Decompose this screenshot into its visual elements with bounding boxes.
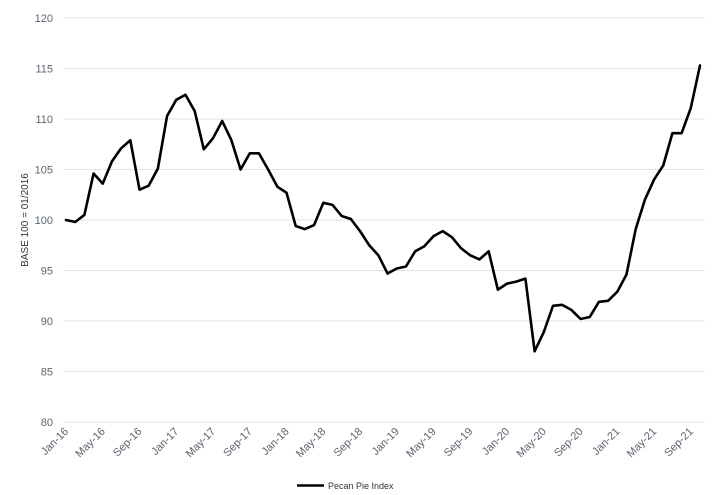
x-tick-label: Jan-18 [259,426,291,458]
x-tick-label: Sep-17 [221,426,255,460]
x-tick-label: May-20 [514,426,548,460]
y-tick-label: 120 [35,13,53,25]
legend: Pecan Pie Index [297,481,394,491]
gridlines [63,17,705,423]
y-tick-label: 100 [35,215,53,227]
x-tick-label: Sep-20 [552,426,586,460]
x-tick-label: Jan-16 [39,426,71,458]
y-tick-label: 110 [35,114,53,126]
y-tick-label: 105 [35,165,53,177]
y-axis-tick-labels: 80 85 90 95 100 105 110 115 120 [35,13,53,429]
x-tick-label: Sep-16 [111,426,145,460]
x-tick-label: Jan-20 [480,426,512,458]
x-tick-label: May-19 [404,426,438,460]
y-tick-label: 85 [41,367,53,379]
y-tick-label: 90 [41,316,53,328]
series-group [64,64,702,353]
x-tick-label: Jan-21 [590,426,622,458]
x-axis-tick-labels: Jan-16 May-16 Sep-16 Jan-17 May-17 Sep-17 Jan-… [39,426,696,460]
y-tick-label: 95 [41,266,53,278]
legend-label-pecan-pie-index: Pecan Pie Index [328,481,394,491]
x-tick-label: May-21 [625,426,659,460]
x-tick-label: Sep-19 [442,426,476,460]
series-line-pecan-pie-index [64,64,702,353]
y-tick-label: 80 [41,417,53,429]
x-tick-label: May-16 [73,426,107,460]
x-tick-label: Sep-18 [332,426,366,460]
x-tick-label: May-18 [294,426,328,460]
x-tick-label: Jan-17 [149,426,181,458]
x-tick-label: Jan-19 [370,426,402,458]
x-tick-label: May-17 [184,426,218,460]
x-tick-label: Sep-21 [662,426,696,460]
y-tick-label: 115 [35,64,53,76]
y-axis-title: BASE 100 = 01/2016 [20,173,31,267]
